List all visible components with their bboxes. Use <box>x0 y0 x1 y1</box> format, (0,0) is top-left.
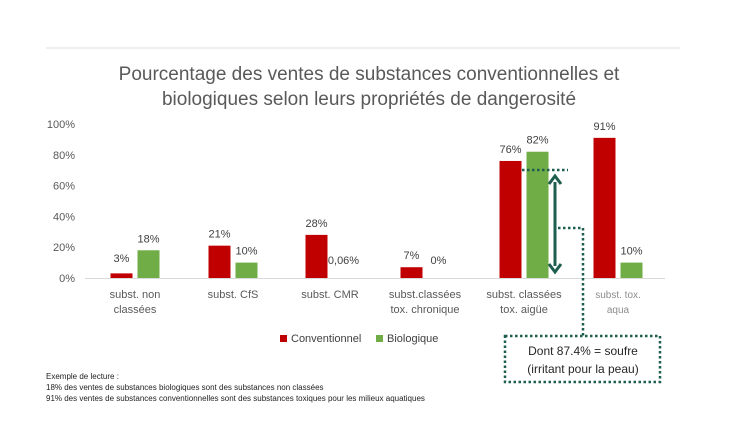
bar <box>400 267 423 278</box>
bar <box>208 245 231 278</box>
data-label: 82% <box>526 135 548 147</box>
x-tick-label: subst. CMR <box>301 289 359 301</box>
y-tick-label: 20% <box>53 242 75 254</box>
data-label: 10% <box>235 246 257 258</box>
x-tick-label: subst. CfS <box>208 289 259 301</box>
bar <box>526 151 549 278</box>
data-label: 18% <box>137 233 159 245</box>
data-label: 91% <box>593 121 615 133</box>
y-axis: 0% 20% 40% 60% 80% 100% <box>47 119 75 285</box>
bar <box>137 250 160 278</box>
legend-swatch <box>280 335 287 342</box>
x-tick-label: classées <box>114 304 157 316</box>
chart-title: Pourcentage des ventes de substances con… <box>119 64 620 110</box>
annotation-connector <box>558 226 585 336</box>
legend-swatch <box>376 335 383 342</box>
bar <box>620 262 643 278</box>
x-tick-label: aqua <box>607 305 630 316</box>
x-tick-label: subst. non <box>110 289 161 301</box>
x-axis: subst. non classées subst. CfS subst. CMR su… <box>85 278 665 316</box>
bars: 3% 21% 28% 7% 76% 91% 18% 10% 0,06% 0% 82% 10% <box>110 121 643 278</box>
data-label: 76% <box>499 144 521 156</box>
y-tick-label: 0% <box>59 273 75 285</box>
bar <box>235 262 258 278</box>
y-tick-label: 60% <box>53 181 75 193</box>
x-tick-label: subst. tox. <box>595 290 641 301</box>
data-label: 7% <box>404 250 420 262</box>
y-tick-label: 80% <box>53 150 75 162</box>
data-label: 0,06% <box>328 255 359 267</box>
data-label: 0% <box>431 255 447 267</box>
reading-notes: Exemple de lecture : 18% des ventes de s… <box>46 371 425 404</box>
y-tick-label: 100% <box>47 119 75 131</box>
reading-notes-line: 18% des ventes de substances biologiques… <box>46 383 324 392</box>
bar <box>499 160 522 278</box>
x-tick-label: tox. aigüe <box>500 304 548 316</box>
arrow-head-up <box>547 173 563 185</box>
legend-label: Biologique <box>387 333 438 345</box>
bar <box>305 234 328 278</box>
x-tick-label: subst. classées <box>486 289 562 301</box>
data-label: 3% <box>114 253 130 265</box>
arrow-head-down <box>547 263 563 275</box>
data-label: 28% <box>305 218 327 230</box>
annotation-text: (irritant pour la peau) <box>527 362 638 376</box>
legend-label: Conventionnel <box>291 333 361 345</box>
reading-notes-heading: Exemple de lecture : <box>46 372 119 381</box>
bar <box>593 137 616 278</box>
x-tick-label: subst.classées <box>389 289 462 301</box>
data-label: 10% <box>620 246 642 258</box>
y-tick-label: 40% <box>53 211 75 223</box>
chart-title-line: Pourcentage des ventes de substances con… <box>119 64 620 85</box>
annotation-text: Dont 87.4% = soufre <box>528 344 638 358</box>
annotation: Dont 87.4% = soufre (irritant pour la pea… <box>503 168 662 384</box>
data-label: 21% <box>208 229 230 241</box>
annotation-box <box>503 334 662 384</box>
chart-title-line: biologiques selon leurs propriétés de da… <box>162 89 576 110</box>
x-tick-label: tox. chronique <box>390 304 459 316</box>
bar <box>110 273 133 278</box>
legend: Conventionnel Biologique <box>280 333 438 345</box>
reading-notes-line: 91% des ventes de substances conventionn… <box>46 394 425 403</box>
